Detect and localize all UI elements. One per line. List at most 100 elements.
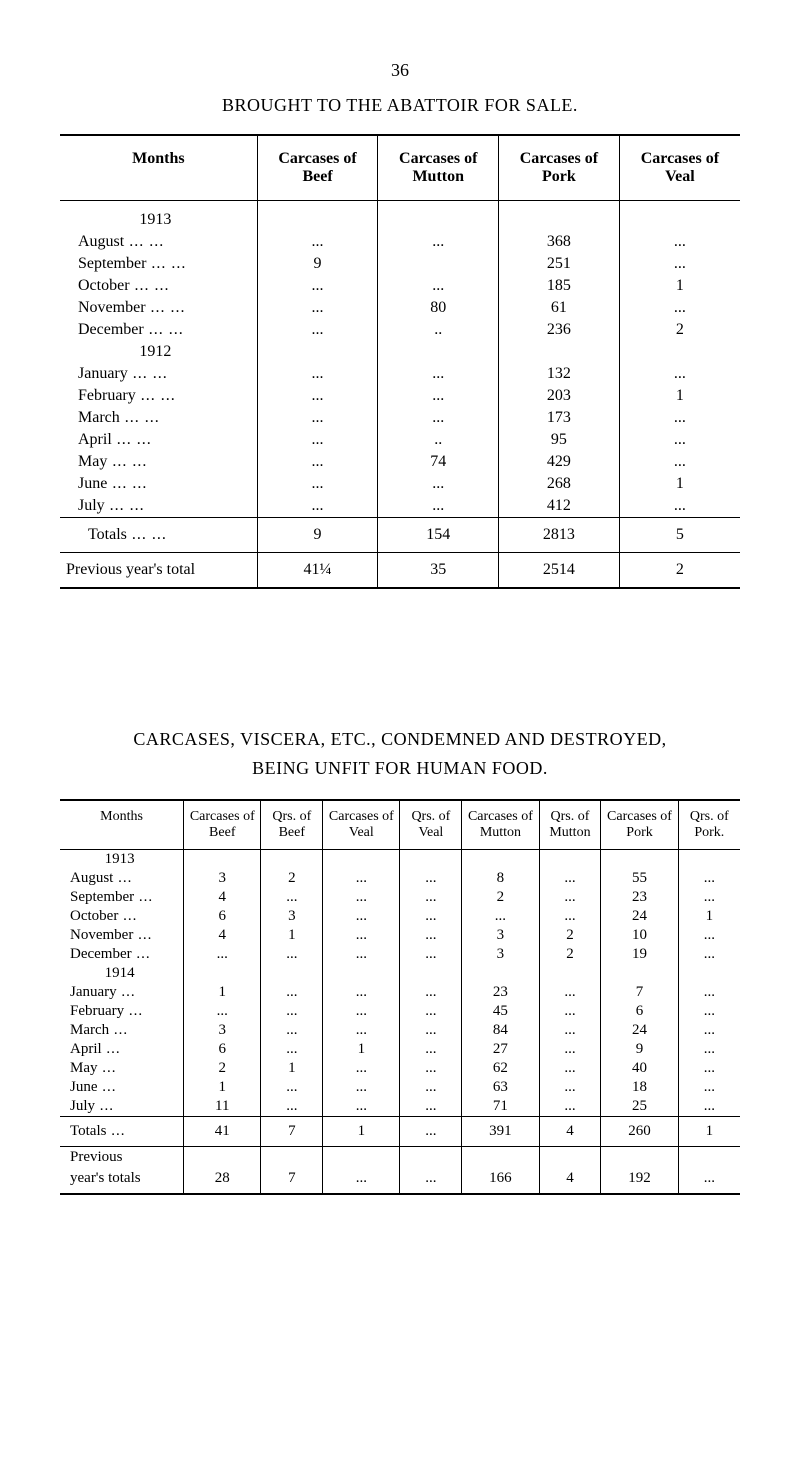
cell: ... xyxy=(378,385,499,407)
cell: 268 xyxy=(499,473,620,495)
t2-col-veal: Carcases of Veal xyxy=(323,800,400,850)
cell: 2 xyxy=(619,319,740,341)
table-row: July ...11.........71...25... xyxy=(60,1097,740,1117)
table2-previous-row-line2: year's totals287......1664192... xyxy=(60,1168,740,1194)
cell: 1 xyxy=(184,1078,261,1097)
cell: ... xyxy=(261,1078,323,1097)
cell xyxy=(601,964,678,983)
table-row: November ...41......3210... xyxy=(60,926,740,945)
table-row: May ... ......74429... xyxy=(60,451,740,473)
cell: 6 xyxy=(601,1002,678,1021)
cell xyxy=(499,341,620,363)
table-row: 1912 xyxy=(60,341,740,363)
cell: 80 xyxy=(378,297,499,319)
row-month-label: March ... ... xyxy=(60,407,257,429)
cell: 1 xyxy=(619,275,740,297)
cell: ... xyxy=(539,1078,601,1097)
cell: 6 xyxy=(184,1040,261,1059)
cell: ... xyxy=(184,945,261,964)
cell: ... xyxy=(323,945,400,964)
cell: ... xyxy=(257,429,378,451)
cell: ... xyxy=(619,451,740,473)
totals-label: Totals ... xyxy=(60,1117,184,1147)
cell: ... xyxy=(400,1078,462,1097)
cell: 6 xyxy=(184,907,261,926)
cell: ... xyxy=(257,231,378,253)
table-row: June ... .........2681 xyxy=(60,473,740,495)
cell xyxy=(378,201,499,232)
table-row: December ... ........2362 xyxy=(60,319,740,341)
row-month-label: January ... ... xyxy=(60,363,257,385)
table-row: June ...1.........63...18... xyxy=(60,1078,740,1097)
row-month-label: November ... xyxy=(60,926,184,945)
table1-previous-row: Previous year's total41¼3525142 xyxy=(60,553,740,589)
cell xyxy=(184,1147,261,1169)
t2-col-mutton: Carcases of Mutton xyxy=(462,800,539,850)
cell: ... xyxy=(257,297,378,319)
cell: 74 xyxy=(378,451,499,473)
cell: 62 xyxy=(462,1059,539,1078)
cell: 2813 xyxy=(499,518,620,553)
table-row: October ...63............241 xyxy=(60,907,740,926)
row-month-label: January ... xyxy=(60,983,184,1002)
cell xyxy=(601,850,678,870)
cell: ... xyxy=(257,473,378,495)
cell: 19 xyxy=(601,945,678,964)
col-months-header: Months xyxy=(60,135,257,201)
cell: 10 xyxy=(601,926,678,945)
cell: ... xyxy=(539,1021,601,1040)
cell: 203 xyxy=(499,385,620,407)
cell: 3 xyxy=(184,1021,261,1040)
table-row: March ...3.........84...24... xyxy=(60,1021,740,1040)
table-row: January ... .........132... xyxy=(60,363,740,385)
cell: 2 xyxy=(462,888,539,907)
cell: .. xyxy=(378,319,499,341)
t2-col-pork: Carcases of Pork xyxy=(601,800,678,850)
table-row: 1913 xyxy=(60,201,740,232)
row-month-label: October ... xyxy=(60,907,184,926)
cell xyxy=(257,201,378,232)
cell: ... xyxy=(678,1059,740,1078)
row-month-label: May ... ... xyxy=(60,451,257,473)
cell: ... xyxy=(323,1097,400,1117)
cell: 8 xyxy=(462,869,539,888)
cell: ... xyxy=(184,1002,261,1021)
cell: ... xyxy=(619,495,740,518)
cell: ... xyxy=(378,473,499,495)
row-month-label: April ... ... xyxy=(60,429,257,451)
cell: ... xyxy=(678,1040,740,1059)
table-row: April ...6...1...27...9... xyxy=(60,1040,740,1059)
row-month-label: December ... ... xyxy=(60,319,257,341)
cell: ... xyxy=(400,1002,462,1021)
cell: 7 xyxy=(261,1168,323,1194)
cell: ... xyxy=(462,907,539,926)
cell: 429 xyxy=(499,451,620,473)
table-row: September ... ...9251... xyxy=(60,253,740,275)
cell xyxy=(323,850,400,870)
cell: 1 xyxy=(323,1040,400,1059)
cell: 25 xyxy=(601,1097,678,1117)
totals-label: Totals ... ... xyxy=(60,518,257,553)
cell: 2 xyxy=(261,869,323,888)
condemned-destroyed-table: Months Carcases of Beef Qrs. of Beef Car… xyxy=(60,799,740,1195)
previous-label: Previous xyxy=(60,1147,184,1169)
table2-totals-row: Totals ...4171...39142601 xyxy=(60,1117,740,1147)
cell: ... xyxy=(619,297,740,319)
cell: ... xyxy=(678,945,740,964)
cell: 1 xyxy=(184,983,261,1002)
table-row: February ... .........2031 xyxy=(60,385,740,407)
cell: ... xyxy=(400,888,462,907)
cell: ... xyxy=(400,1097,462,1117)
row-month-label: June ... xyxy=(60,1078,184,1097)
cell xyxy=(462,964,539,983)
cell: 61 xyxy=(499,297,620,319)
cell: 84 xyxy=(462,1021,539,1040)
cell xyxy=(257,341,378,363)
cell: ... xyxy=(257,495,378,518)
cell: ... xyxy=(539,869,601,888)
cell: 4 xyxy=(184,888,261,907)
cell: ... xyxy=(261,945,323,964)
table-row: August ...32......8...55... xyxy=(60,869,740,888)
table-row: May ...21......62...40... xyxy=(60,1059,740,1078)
cell: ... xyxy=(261,888,323,907)
